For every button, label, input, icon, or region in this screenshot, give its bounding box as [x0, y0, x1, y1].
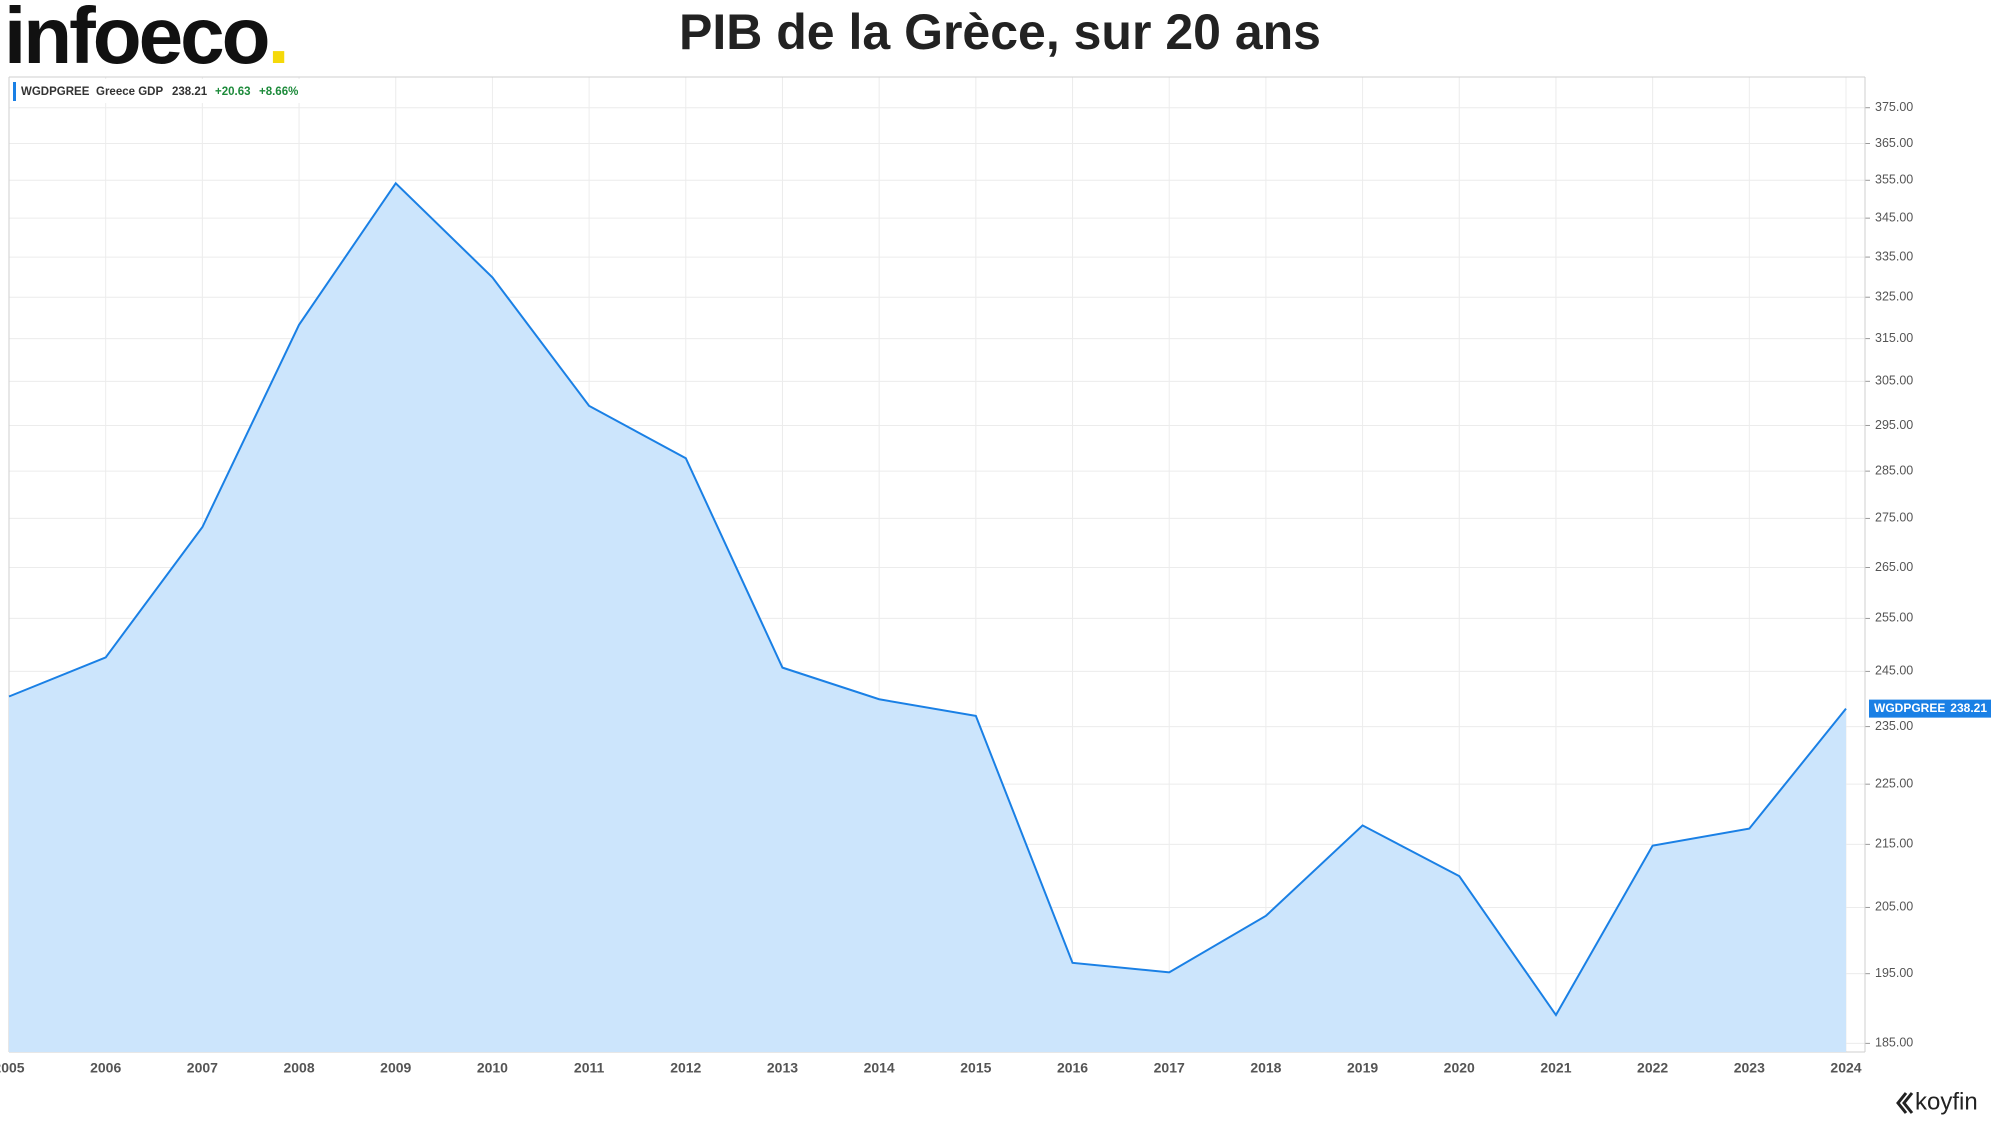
- price-tag-ticker: WGDPGREE: [1874, 701, 1945, 715]
- y-tick-label: 355.00: [1875, 173, 1913, 187]
- y-tick-label: 325.00: [1875, 290, 1913, 304]
- y-tick-label: 305.00: [1875, 374, 1913, 388]
- brand: koyfin: [1896, 1088, 1978, 1115]
- x-tick-label: 2016: [1057, 1060, 1088, 1076]
- y-tick-label: 365.00: [1875, 136, 1913, 150]
- y-tick-label: 215.00: [1875, 837, 1913, 851]
- x-tick-label: 2009: [380, 1060, 411, 1076]
- x-tick-label: 2008: [283, 1060, 314, 1076]
- y-tick-label: 185.00: [1875, 1036, 1913, 1050]
- y-tick-label: 375.00: [1875, 100, 1913, 114]
- legend-change: +20.63: [215, 86, 251, 98]
- x-tick-label: 2012: [670, 1060, 701, 1076]
- x-tick-label: 2021: [1540, 1060, 1571, 1076]
- x-tick-label: 2017: [1154, 1060, 1185, 1076]
- legend-name: Greece GDP: [96, 86, 163, 98]
- y-tick-label: 265.00: [1875, 560, 1913, 574]
- legend-change-pct: +8.66%: [259, 86, 298, 98]
- chart-title: PIB de la Grèce, sur 20 ans: [679, 4, 1321, 60]
- x-tick-label: 2024: [1830, 1060, 1861, 1076]
- logo: infoeco.: [4, 0, 287, 80]
- y-tick-label: 245.00: [1875, 664, 1913, 678]
- x-tick-label: 2023: [1734, 1060, 1765, 1076]
- legend-ticker: WGDPGREE: [21, 86, 90, 98]
- y-tick-label: 285.00: [1875, 463, 1913, 477]
- y-tick-label: 335.00: [1875, 249, 1913, 263]
- x-tick-label: 2018: [1250, 1060, 1281, 1076]
- legend-swatch: [13, 82, 16, 101]
- price-tag-value: 238.21: [1950, 701, 1987, 715]
- x-tick-label: 2019: [1347, 1060, 1378, 1076]
- logo-dot: .: [267, 0, 286, 80]
- x-tick-label: 2010: [477, 1060, 508, 1076]
- x-tick-label: 2011: [574, 1060, 605, 1076]
- line: [8, 181, 1847, 1017]
- x-tick-label: 2005: [0, 1060, 25, 1076]
- y-tick-label: 345.00: [1875, 210, 1913, 224]
- brand-text: koyfin: [1915, 1088, 1978, 1115]
- x-tick-label: 2015: [960, 1060, 991, 1076]
- x-tick-label: 2013: [767, 1060, 798, 1076]
- y-tick-label: 295.00: [1875, 418, 1913, 432]
- x-tick-label: 2007: [187, 1060, 218, 1076]
- logo-text: infoeco: [4, 0, 268, 80]
- y-tick-label: 255.00: [1875, 611, 1913, 625]
- x-tick-label: 2020: [1444, 1060, 1475, 1076]
- y-tick-label: 235.00: [1875, 719, 1913, 733]
- y-tick-label: 225.00: [1875, 776, 1913, 790]
- y-tick-label: 315.00: [1875, 331, 1913, 345]
- x-tick-label: 2006: [90, 1060, 121, 1076]
- price-tag: [1869, 699, 1991, 718]
- legend-box: [10, 79, 304, 103]
- y-tick-label: 195.00: [1875, 966, 1913, 980]
- plot-area: 185.00 195.00 205.00 215.00 225.00 235.00 245.…: [0, 76, 1913, 1076]
- legend-last: 238.21: [172, 86, 208, 98]
- y-tick-label: 275.00: [1875, 511, 1913, 525]
- area-fill: [9, 183, 1846, 1052]
- x-tick-label: 2022: [1637, 1060, 1668, 1076]
- brand-icon: [1896, 1092, 1914, 1114]
- x-tick-label: 2014: [864, 1060, 895, 1076]
- y-tick-label: 205.00: [1875, 900, 1913, 914]
